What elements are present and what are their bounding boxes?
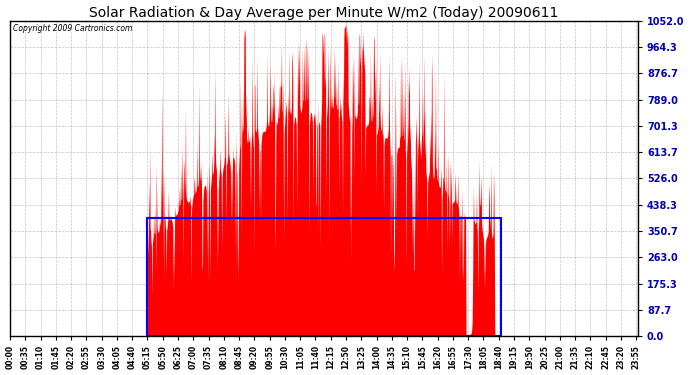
- Bar: [148, 218, 501, 336]
- Title: Solar Radiation & Day Average per Minute W/m2 (Today) 20090611: Solar Radiation & Day Average per Minute…: [89, 6, 559, 20]
- Text: Copyright 2009 Cartronics.com: Copyright 2009 Cartronics.com: [13, 24, 132, 33]
